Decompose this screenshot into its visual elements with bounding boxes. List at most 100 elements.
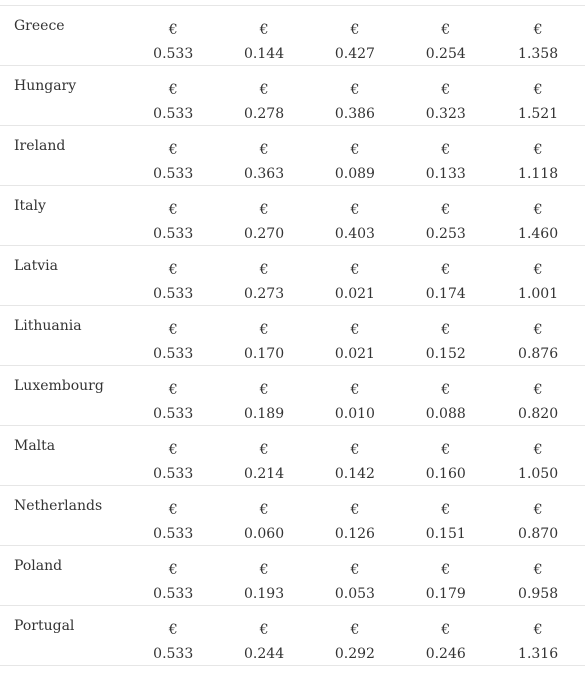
value-cell: €0.292 (309, 606, 400, 665)
value-cell: €0.427 (309, 6, 400, 65)
currency-symbol: € (259, 502, 269, 518)
value-cell: €1.316 (491, 606, 585, 665)
value-amount: 0.533 (153, 526, 194, 542)
value-cell: €0.403 (309, 186, 400, 245)
value-amount: 1.521 (518, 106, 559, 122)
table-row: Ireland €0.533 €0.363 €0.089 €0.133 €1.118 (0, 126, 585, 186)
value-amount: 0.533 (153, 106, 194, 122)
country-name: Hungary (14, 78, 77, 94)
value-cell: €0.533 (128, 186, 219, 245)
country-name: Greece (14, 18, 65, 34)
country-name: Ireland (14, 138, 66, 154)
value-amount: 0.133 (425, 166, 466, 182)
value-amount: 0.254 (425, 46, 466, 62)
country-name: Netherlands (14, 498, 103, 514)
currency-symbol: € (259, 562, 269, 578)
value-amount: 1.460 (518, 226, 559, 242)
currency-symbol: € (533, 142, 543, 158)
value-cell: €0.533 (128, 66, 219, 125)
value-cell: €0.088 (400, 366, 491, 425)
value-cell: €0.254 (400, 6, 491, 65)
value-cell: €0.060 (219, 486, 310, 545)
value-amount: 0.021 (334, 346, 375, 362)
value-cell: €0.820 (491, 366, 585, 425)
value-amount: 0.214 (244, 466, 285, 482)
currency-symbol: € (259, 382, 269, 398)
value-amount: 0.876 (518, 346, 559, 362)
value-cell: €0.193 (219, 546, 310, 605)
currency-symbol: € (259, 202, 269, 218)
value-amount: 0.533 (153, 46, 194, 62)
value-amount: 1.316 (518, 646, 559, 662)
value-cell: €0.273 (219, 246, 310, 305)
value-amount: 0.126 (334, 526, 375, 542)
value-cell: €0.174 (400, 246, 491, 305)
currency-symbol: € (259, 22, 269, 38)
value-cell: €0.244 (219, 606, 310, 665)
value-amount: 0.533 (153, 466, 194, 482)
value-cell: €0.189 (219, 366, 310, 425)
value-cell: €0.142 (309, 426, 400, 485)
currency-symbol: € (168, 202, 178, 218)
value-amount: 0.246 (425, 646, 466, 662)
value-amount: 0.089 (334, 166, 375, 182)
currency-symbol: € (259, 262, 269, 278)
value-amount: 1.358 (518, 46, 559, 62)
country-name: Luxembourg (14, 378, 104, 394)
value-cell: €0.363 (219, 126, 310, 185)
value-cell: €0.876 (491, 306, 585, 365)
currency-symbol: € (441, 22, 451, 38)
value-amount: 0.144 (244, 46, 285, 62)
table-row: Greece €0.533 €0.144 €0.427 €0.254 €1.358 (0, 6, 585, 66)
value-amount: 0.386 (334, 106, 375, 122)
table-row: Portugal €0.533 €0.244 €0.292 €0.246 €1.316 (0, 606, 585, 666)
value-amount: 0.244 (244, 646, 285, 662)
value-cell: €0.152 (400, 306, 491, 365)
currency-symbol: € (533, 322, 543, 338)
currency-symbol: € (533, 262, 543, 278)
value-cell: €0.133 (400, 126, 491, 185)
value-amount: 0.533 (153, 346, 194, 362)
value-amount: 0.278 (244, 106, 285, 122)
value-cell: €0.021 (309, 246, 400, 305)
country-name: Poland (14, 558, 63, 574)
currency-symbol: € (441, 622, 451, 638)
value-amount: 0.151 (425, 526, 466, 542)
currency-symbol: € (350, 502, 360, 518)
currency-symbol: € (168, 382, 178, 398)
currency-symbol: € (533, 502, 543, 518)
currency-symbol: € (533, 82, 543, 98)
currency-symbol: € (350, 142, 360, 158)
value-cell: €0.533 (128, 6, 219, 65)
value-amount: 0.533 (153, 166, 194, 182)
currency-symbol: € (259, 622, 269, 638)
value-cell: €0.144 (219, 6, 310, 65)
value-amount: 0.189 (244, 406, 285, 422)
value-amount: 0.053 (334, 586, 375, 602)
value-amount: 0.170 (244, 346, 285, 362)
value-amount: 0.060 (244, 526, 285, 542)
value-amount: 0.820 (518, 406, 559, 422)
currency-symbol: € (259, 322, 269, 338)
table-row: Latvia €0.533 €0.273 €0.021 €0.174 €1.001 (0, 246, 585, 306)
value-amount: 0.533 (153, 286, 194, 302)
value-amount: 0.363 (244, 166, 285, 182)
value-cell: €0.533 (128, 246, 219, 305)
currency-symbol: € (441, 562, 451, 578)
value-amount: 0.270 (244, 226, 285, 242)
value-cell: €0.958 (491, 546, 585, 605)
currency-symbol: € (441, 322, 451, 338)
currency-symbol: € (350, 622, 360, 638)
table-row: Poland €0.533 €0.193 €0.053 €0.179 €0.958 (0, 546, 585, 606)
value-cell: €0.214 (219, 426, 310, 485)
value-cell: €0.089 (309, 126, 400, 185)
currency-symbol: € (350, 82, 360, 98)
country-name: Malta (14, 438, 56, 454)
currency-symbol: € (259, 82, 269, 98)
price-table: Greece €0.533 €0.144 €0.427 €0.254 €1.358 Hung… (0, 5, 585, 666)
value-amount: 0.323 (425, 106, 466, 122)
value-amount: 0.427 (334, 46, 375, 62)
value-amount: 0.292 (334, 646, 375, 662)
currency-symbol: € (441, 442, 451, 458)
currency-symbol: € (533, 22, 543, 38)
